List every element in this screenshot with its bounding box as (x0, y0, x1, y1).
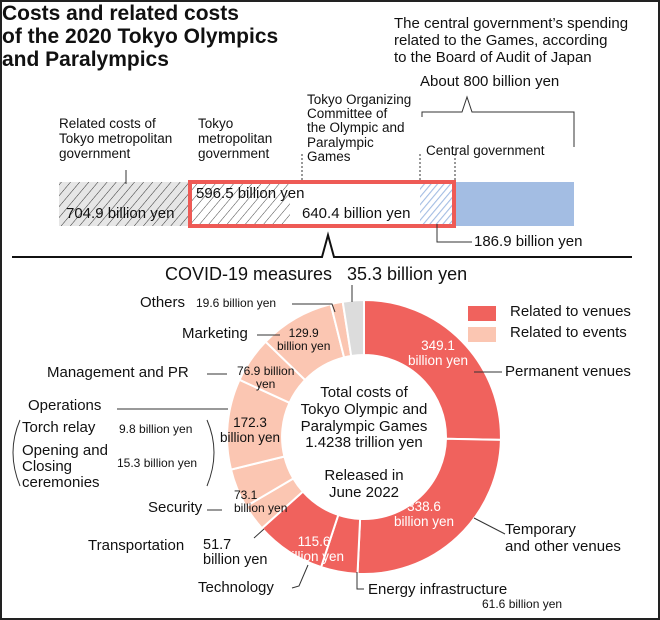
central-total: About 800 billion yen (420, 73, 560, 90)
management-name: Management and PR (47, 364, 189, 381)
torch-name: Torch relay (22, 419, 96, 436)
value-organizing-committee: 640.4 billion yen (302, 205, 411, 222)
temporary-name: Temporary and other venues (505, 521, 621, 555)
bar-central-in-games (420, 182, 454, 226)
segment-covid (341, 298, 365, 358)
permanent-name: Permanent venues (505, 363, 631, 380)
central-note: The central government’s spending relate… (394, 15, 629, 66)
others-value: 19.6 billion yen (196, 296, 277, 310)
technology-name: Technology (198, 579, 274, 596)
marketing-name: Marketing (182, 325, 248, 342)
bar-related-tokyo (59, 182, 190, 226)
donut-chart (226, 298, 502, 575)
center-total: Total costs of Tokyo Olympic and Paralym… (300, 384, 428, 452)
center-released: Released in June 2022 (324, 467, 404, 501)
value-central-gov: 186.9 billion yen (474, 233, 583, 250)
bar-central-other (454, 182, 574, 226)
energy-value: 61.6 billion yen (482, 597, 563, 611)
operations-value: 172.3 billion yen (220, 415, 281, 446)
legend-venues-label: Related to venues (510, 303, 631, 320)
transportation-name: Transportation (88, 537, 185, 554)
covid-label: COVID-19 measures (165, 264, 333, 284)
bar-organizing-committee (290, 182, 420, 226)
legend-swatch-venues (468, 306, 496, 321)
legend-events-label: Related to events (510, 324, 627, 341)
operations-name: Operations (28, 397, 102, 414)
label-organizing-committee: Tokyo Organizing Committee of the Olympi… (307, 92, 412, 164)
ceremony-name: Opening and Closing ceremonies (22, 442, 108, 491)
label-related-tokyo: Related costs of Tokyo metropolitan gove… (59, 116, 173, 162)
highlight-border (188, 180, 456, 228)
segment-permanent-venues (363, 298, 502, 441)
legend-swatch-events (468, 327, 496, 342)
temporary-value: 338.6 billion yen (394, 499, 455, 530)
management-value: 76.9 billion yen (237, 364, 295, 392)
stacked-bar (59, 180, 574, 228)
technology-value: 115.6 billion yen (284, 534, 345, 565)
value-related-tokyo: 704.9 billion yen (66, 205, 175, 222)
value-tokyo-gov: 596.5 billion yen (196, 185, 305, 202)
torch-value: 9.8 billion yen (119, 422, 193, 436)
permanent-value: 349.1 billion yen (408, 338, 469, 369)
chart-title: Costs and related costs of the 2020 Toky… (2, 2, 279, 72)
transportation-value: 51.7 billion yen (203, 537, 268, 568)
segment-temporary-venues (356, 437, 502, 575)
bar-tokyo-gov (190, 182, 290, 226)
others-name: Others (140, 294, 186, 311)
security-name: Security (148, 499, 203, 516)
label-central-gov: Central government (426, 143, 545, 158)
energy-name: Energy infrastructure (368, 581, 508, 598)
marketing-value: 129.9 billion yen (277, 326, 331, 354)
covid-value: 35.3 billion yen (347, 264, 468, 284)
security-value: 73.1 billion yen (234, 488, 288, 516)
label-tokyo-gov: Tokyo metropolitan government (198, 116, 273, 162)
ceremony-value: 15.3 billion yen (117, 456, 198, 470)
